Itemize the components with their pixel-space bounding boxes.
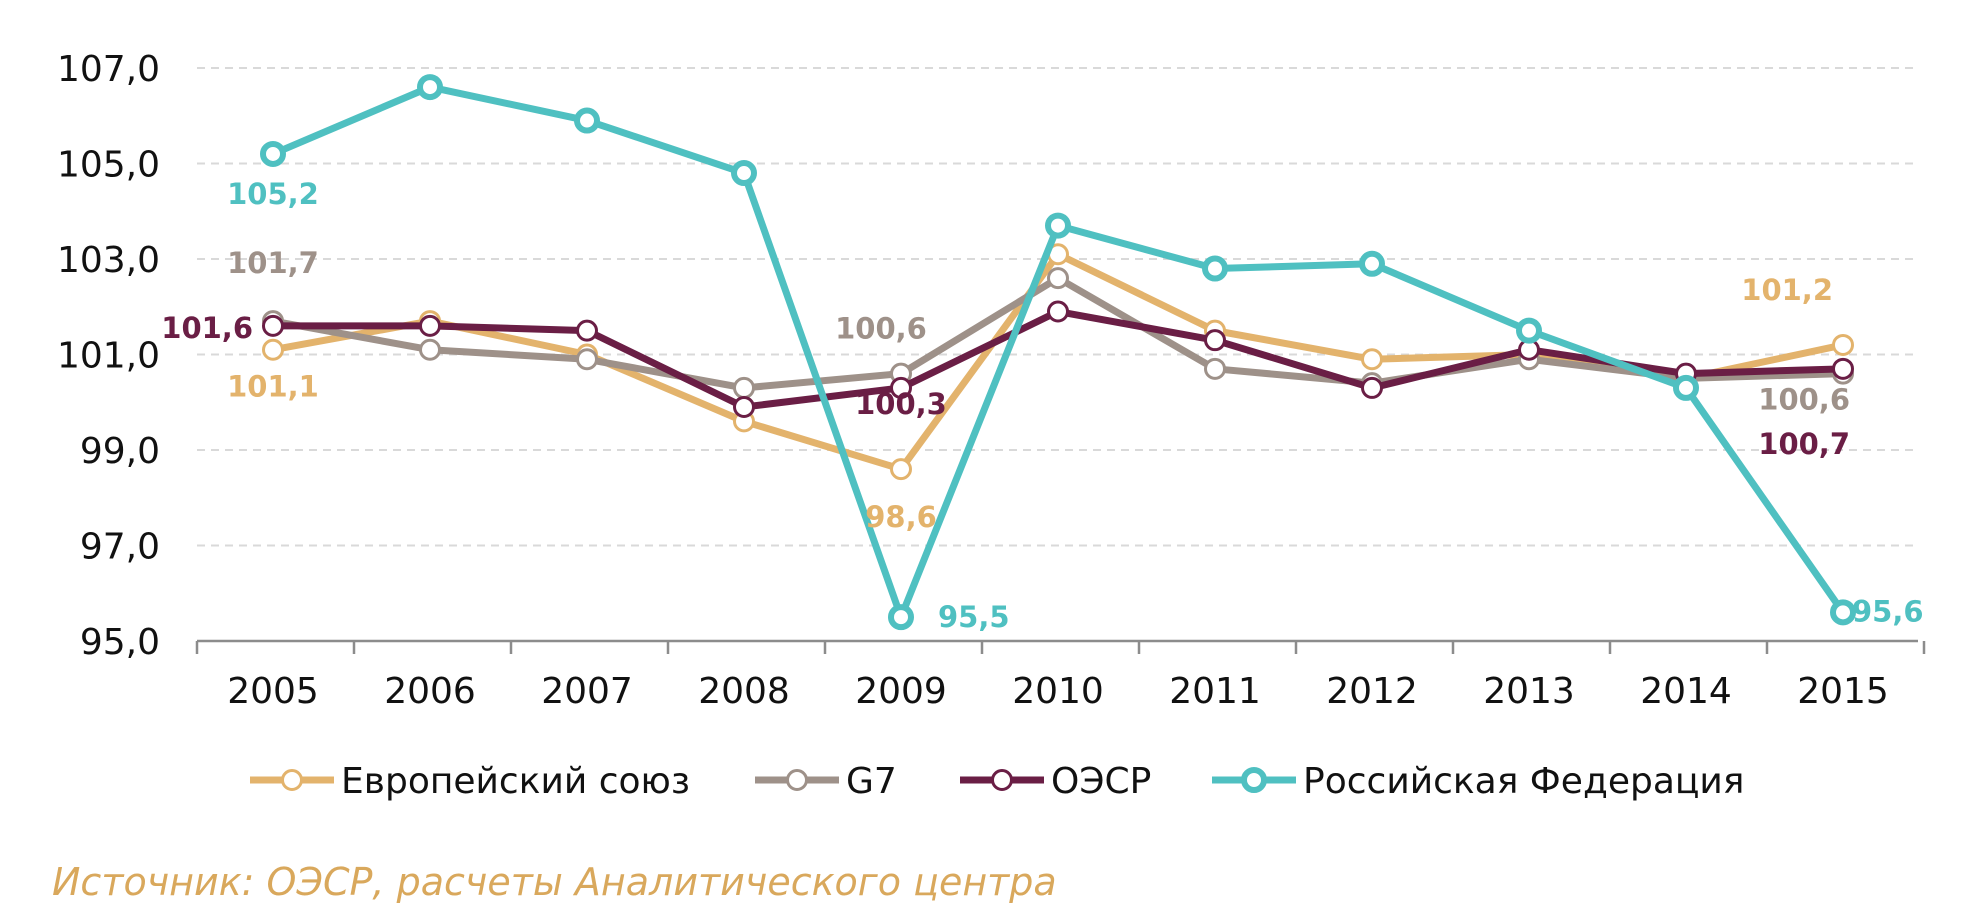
data-label: 105,2 bbox=[227, 177, 319, 211]
y-tick-label: 105,0 bbox=[57, 145, 160, 186]
data-point bbox=[1047, 300, 1069, 323]
axes: 95,0 97,0 99,0 101,0 103,0 105,0 107,0 2005 2006… bbox=[57, 49, 1926, 712]
y-tick-label: 107,0 bbox=[57, 49, 160, 90]
data-point bbox=[1361, 376, 1383, 399]
data-point bbox=[419, 338, 441, 361]
y-tick-label: 95,0 bbox=[80, 622, 160, 663]
x-tick-label: 2013 bbox=[1483, 671, 1575, 712]
data-point bbox=[733, 396, 755, 419]
legend-marker bbox=[281, 769, 303, 791]
x-tick-label: 2005 bbox=[227, 671, 319, 712]
data-label: 100,6 bbox=[1758, 383, 1850, 417]
data-point bbox=[1359, 250, 1385, 277]
legend-label: Российская Федерация bbox=[1303, 761, 1744, 802]
source-note: Источник: ОЭСР, расчеты Аналитического ц… bbox=[52, 860, 1057, 904]
data-label: 101,2 bbox=[1741, 273, 1833, 307]
legend-label: ОЭСР bbox=[1051, 761, 1151, 802]
data-label: 95,6 bbox=[1852, 594, 1924, 628]
data-point bbox=[1673, 374, 1699, 401]
data-point bbox=[890, 458, 912, 481]
data-point bbox=[731, 160, 757, 187]
data-point bbox=[1202, 255, 1228, 282]
legend-label: Европейский союз bbox=[341, 761, 690, 802]
y-tick-label: 99,0 bbox=[80, 431, 160, 472]
data-point bbox=[1830, 599, 1856, 626]
series-layer bbox=[260, 74, 1856, 631]
legend: Европейский союз G7 ОЭСР Российская Федерац… bbox=[250, 761, 1744, 802]
x-tick-label: 2015 bbox=[1797, 671, 1889, 712]
data-point bbox=[260, 140, 286, 167]
data-point bbox=[1832, 357, 1854, 380]
data-labels: 101,1 101,7 101,6 105,2 100,6 100,3 98,6 95,5 10… bbox=[161, 177, 1923, 634]
legend-label: G7 bbox=[846, 761, 897, 802]
data-point bbox=[733, 376, 755, 399]
x-tick-label: 2012 bbox=[1326, 671, 1418, 712]
data-label: 100,7 bbox=[1758, 427, 1850, 461]
data-label: 101,7 bbox=[227, 246, 319, 280]
data-point bbox=[419, 314, 441, 337]
x-tick-label: 2007 bbox=[541, 671, 633, 712]
data-point bbox=[1516, 317, 1542, 344]
data-point bbox=[1832, 333, 1854, 356]
y-tick-label: 101,0 bbox=[57, 336, 160, 377]
data-label: 100,3 bbox=[855, 387, 947, 421]
data-point bbox=[1047, 267, 1069, 290]
legend-marker bbox=[786, 769, 808, 791]
data-point bbox=[1204, 329, 1226, 352]
data-point bbox=[417, 74, 443, 101]
x-tick-label: 2010 bbox=[1012, 671, 1104, 712]
data-point bbox=[574, 107, 600, 134]
x-tick-label: 2008 bbox=[698, 671, 790, 712]
data-label: 101,6 bbox=[161, 311, 253, 345]
legend-marker bbox=[991, 769, 1013, 791]
y-tick-label: 97,0 bbox=[80, 527, 160, 568]
data-label: 95,5 bbox=[938, 600, 1010, 634]
data-point bbox=[576, 319, 598, 342]
legend-marker bbox=[1241, 767, 1267, 793]
series-line bbox=[272, 274, 1844, 392]
data-point bbox=[1045, 212, 1071, 239]
data-label: 98,6 bbox=[865, 500, 937, 534]
data-point bbox=[1204, 357, 1226, 380]
data-label: 101,1 bbox=[227, 370, 319, 404]
data-point bbox=[1361, 348, 1383, 371]
y-tick-label: 103,0 bbox=[57, 240, 160, 281]
data-point bbox=[262, 338, 284, 361]
data-point bbox=[890, 376, 912, 399]
data-label: 100,6 bbox=[835, 312, 927, 346]
data-point bbox=[576, 348, 598, 371]
x-tick-label: 2006 bbox=[384, 671, 476, 712]
data-point bbox=[262, 314, 284, 337]
x-tick-label: 2014 bbox=[1640, 671, 1732, 712]
data-point bbox=[888, 604, 914, 631]
x-tick-label: 2009 bbox=[855, 671, 947, 712]
x-tick-label: 2011 bbox=[1169, 671, 1261, 712]
